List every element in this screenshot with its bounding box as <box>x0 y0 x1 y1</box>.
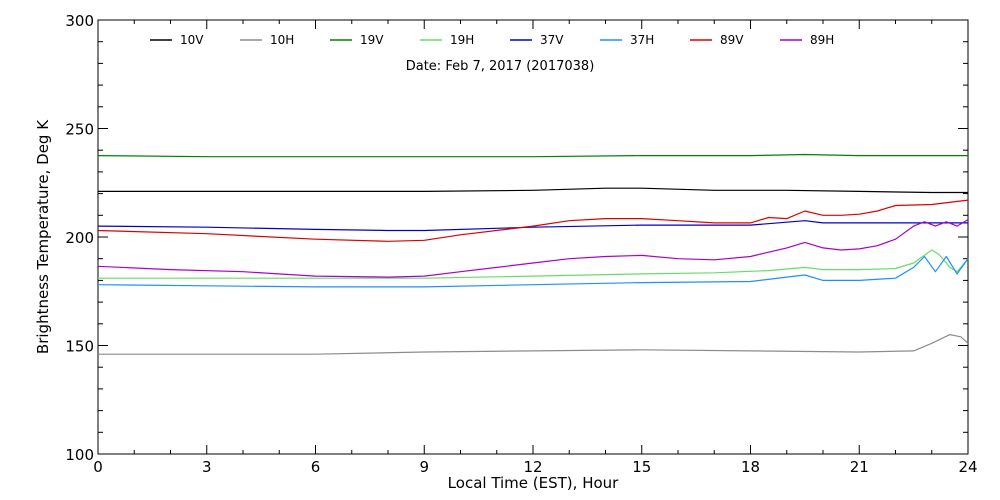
x-tick-label: 3 <box>202 458 212 476</box>
x-tick-label: 9 <box>419 458 429 476</box>
y-tick-label: 200 <box>65 229 94 247</box>
legend-label-37v: 37V <box>540 33 564 47</box>
series-lines <box>97 153 969 355</box>
y-tick-label: 100 <box>65 446 94 464</box>
plot-frame <box>97 19 969 455</box>
legend-label-10h: 10H <box>270 33 294 47</box>
x-tick-label: 24 <box>958 458 977 476</box>
x-tick-label: 0 <box>93 458 103 476</box>
legend-label-19v: 19V <box>360 33 384 47</box>
axis-ticks: 0 3 6 9 12 15 18 21 24 100 150 200 250 300 <box>65 12 977 476</box>
legend-label-89h: 89H <box>810 33 834 47</box>
date-label: Date: Feb 7, 2017 (2017038) <box>406 59 595 74</box>
legend-label-89v: 89V <box>720 33 744 47</box>
series-line-19h <box>98 249 969 279</box>
series-line-10h <box>98 334 969 355</box>
series-line-89v <box>97 199 969 242</box>
series-line-19v <box>97 153 968 158</box>
x-tick-label: 12 <box>523 458 542 476</box>
legend-label-37h: 37H <box>630 33 654 47</box>
series-line-37h <box>97 255 969 288</box>
x-axis-label: Local Time (EST), Hour <box>448 474 619 492</box>
y-tick-label: 150 <box>65 338 94 356</box>
series-line-10v <box>98 187 968 194</box>
legend-label-10v: 10V <box>180 33 204 47</box>
y-axis-label: Brightness Temperature, Deg K <box>34 119 52 354</box>
x-tick-label: 18 <box>741 458 760 476</box>
x-tick-label: 6 <box>311 458 321 476</box>
y-tick-label: 300 <box>65 12 94 30</box>
legend-label-19h: 19H <box>450 33 474 47</box>
x-tick-label: 21 <box>850 458 869 476</box>
y-tick-label: 250 <box>65 121 94 139</box>
legend: 10V 10H 19V 19H 37V 37H 89V 89H <box>150 33 834 47</box>
series-line-37v <box>97 220 968 232</box>
series-line-89h <box>97 219 969 278</box>
x-tick-label: 15 <box>632 458 651 476</box>
